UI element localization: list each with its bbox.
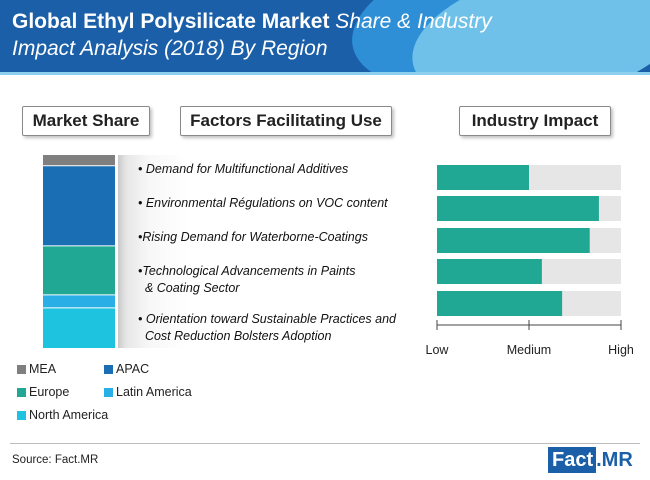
brand-logo: Fact .MR (548, 447, 642, 473)
header-banner: Global Ethyl Polysilicate Market Share &… (0, 0, 650, 75)
factors-header: Factors Facilitating Use (180, 106, 392, 136)
share-segment-apac (43, 165, 115, 246)
brand-fact: Fact (548, 447, 597, 473)
factor-item: • Orientation toward Sustainable Practic… (138, 311, 428, 345)
footer-divider (10, 443, 640, 444)
factor-item: • Demand for Multifunctional Additives (138, 161, 428, 178)
legend-label: Latin America (116, 385, 192, 399)
impact-axis-label: High (608, 343, 634, 357)
factor-item: •Technological Advancements in Paints & … (138, 263, 428, 297)
factor-item: • Environmental Régulations on VOC conte… (138, 195, 428, 212)
title-italic-2: Impact Analysis (2018) By Region (12, 37, 328, 60)
share-segment-mea (43, 155, 115, 166)
banner-divider (0, 72, 650, 75)
page-title: Global Ethyl Polysilicate Market Share &… (12, 8, 572, 62)
factor-item: •Rising Demand for Waterborne-Coatings (138, 229, 428, 246)
legend-label: Europe (29, 385, 70, 399)
impact-bar (437, 228, 590, 253)
share-segment-latin-america (43, 294, 115, 308)
factor-text-line: • Demand for Multifunctional Additives (138, 162, 349, 176)
legend-swatch (104, 365, 113, 374)
factor-text-line: • Orientation toward Sustainable Practic… (138, 312, 396, 326)
legend-swatch (17, 411, 26, 420)
market-share-header: Market Share (22, 106, 150, 136)
impact-axis-label: Medium (507, 343, 551, 357)
factor-text-line: & Coating Sector (138, 281, 240, 295)
impact-bar (437, 259, 542, 284)
legend-label: APAC (116, 362, 150, 376)
factors-panel (118, 155, 418, 348)
impact-bar (437, 291, 563, 316)
factor-text-line: •Rising Demand for Waterborne-Coatings (138, 230, 368, 244)
factor-text-line: • Environmental Régulations on VOC conte… (138, 196, 388, 210)
source-note: Source: Fact.MR (12, 454, 99, 466)
legend-swatch (104, 388, 113, 397)
brand-mr: .MR (596, 449, 633, 471)
impact-bar (437, 196, 599, 221)
legend-swatch (17, 388, 26, 397)
share-segment-europe (43, 245, 115, 295)
title-italic-1: Share & Industry (335, 10, 492, 33)
legend-label: MEA (29, 362, 57, 376)
share-segment-north-america (43, 307, 115, 348)
factor-text-line: Cost Reduction Bolsters Adoption (138, 329, 332, 343)
impact-bar (437, 165, 529, 190)
impact-axis-label: Low (426, 343, 450, 357)
legend-label: North America (29, 408, 109, 422)
factor-text-line: •Technological Advancements in Paints (138, 264, 356, 278)
title-bold: Global Ethyl Polysilicate Market (12, 10, 330, 33)
industry-impact-header: Industry Impact (459, 106, 611, 136)
legend-swatch (17, 365, 26, 374)
